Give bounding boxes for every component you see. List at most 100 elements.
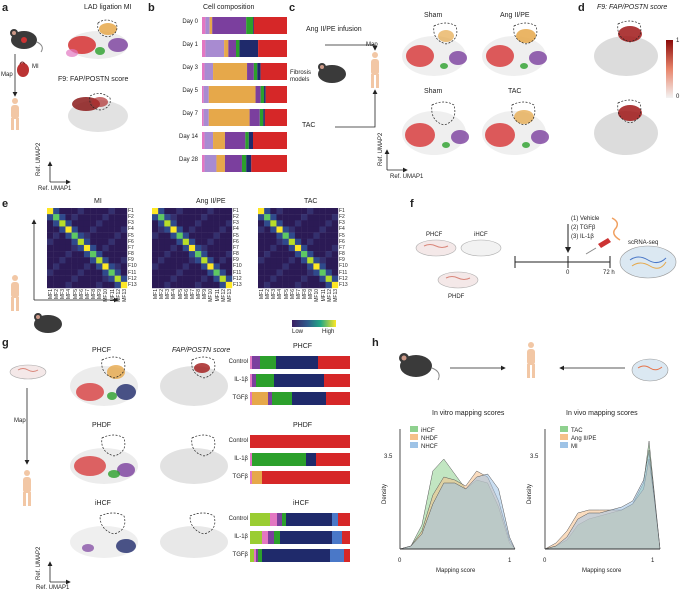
heatmap-cell <box>225 251 233 258</box>
heatmap-cell <box>96 257 103 264</box>
heatmap-cell <box>276 275 283 283</box>
heatmap-cell <box>59 244 66 252</box>
phdf-composition-chart <box>250 435 350 484</box>
heatmap-cell <box>319 220 326 227</box>
heatmap-cell <box>225 214 233 221</box>
heatmap-cell <box>195 281 202 289</box>
heatmap-cell <box>108 238 115 246</box>
heatmap-cell <box>96 232 103 239</box>
heatmap-cell <box>114 269 122 276</box>
heatmap-cell <box>47 257 54 264</box>
heatmap-cell <box>164 269 171 276</box>
panel-label-e: e <box>2 198 9 210</box>
heatmap-cell <box>47 251 54 258</box>
heatmap-cell <box>331 244 339 252</box>
heatmap-cell <box>213 269 220 276</box>
heatmap-cell <box>264 281 271 289</box>
heatmap-cell <box>83 232 91 239</box>
bar-segment <box>205 17 210 34</box>
heatmap-cell <box>282 238 289 246</box>
bar-segment <box>264 109 287 126</box>
bar-segment <box>250 549 254 562</box>
heatmap-cell <box>77 275 85 283</box>
heatmap-cell <box>71 238 78 246</box>
heatmap-cell <box>213 251 220 258</box>
bar-segment <box>252 374 256 387</box>
heatmap-cell <box>313 281 320 289</box>
heatmap-cell <box>319 208 326 215</box>
heatmap-cell <box>176 220 183 227</box>
heatmap-cell <box>114 275 122 283</box>
bar-segment <box>282 513 286 526</box>
heatmap-mi <box>47 208 128 289</box>
umap-phdf <box>70 434 138 484</box>
heatmap-cell <box>182 220 190 227</box>
bar-segment <box>202 155 205 172</box>
heatmap-row-label: F11 <box>339 269 348 276</box>
heatmap-cell <box>225 220 233 227</box>
heatmap-cell <box>294 226 302 233</box>
heatmap-cell <box>176 232 183 239</box>
bar-segment <box>316 453 350 466</box>
heatmap-row-label: F11 <box>233 269 242 276</box>
bar-segment <box>228 40 236 57</box>
heatmap-cell <box>270 208 277 215</box>
heatmap-cell <box>90 281 97 289</box>
heatmap-cell <box>270 269 277 276</box>
heatmap-cell <box>152 275 159 283</box>
heatmap-cell <box>270 232 277 239</box>
heatmap-cell <box>152 269 159 276</box>
bar-segment <box>258 549 262 562</box>
heatmap-cell <box>188 263 196 270</box>
bar-segment <box>318 356 350 369</box>
heatmap-cell <box>225 232 233 239</box>
panel-c-angii-infusion: Ang II/PE infusion <box>306 26 362 33</box>
heatmap-cell <box>170 226 177 233</box>
heatmap-cell <box>83 244 91 252</box>
heatmap-angii <box>152 208 233 289</box>
heatmap-cell <box>71 220 78 227</box>
heatmap-cell <box>188 269 196 276</box>
heatmap-cell <box>188 220 196 227</box>
bar-segment <box>203 109 209 126</box>
heatmap-cell <box>53 275 60 283</box>
heatmap-cell <box>331 281 339 289</box>
legend-label: Ang II/PE <box>571 436 597 442</box>
heatmap-row-label: F2 <box>339 214 345 221</box>
heatmap-cell <box>225 275 233 283</box>
heatmap-cell <box>201 263 208 270</box>
heatmap-cell <box>152 244 159 252</box>
heatmap-cell <box>201 238 208 246</box>
panel-c-tac-bottom: TAC <box>508 88 522 95</box>
panel-c-tac: TAC <box>302 122 316 129</box>
heatmap-cell <box>276 269 283 276</box>
h-right-title: In vivo mapping scores <box>566 410 638 417</box>
heatmap-cell <box>307 263 314 270</box>
panel-a-map-label: Map <box>1 72 13 78</box>
heatmap-cell <box>319 244 326 252</box>
heatmap-cell <box>207 208 214 215</box>
heatmap-row-label: F2 <box>128 214 134 221</box>
human-icon <box>371 52 379 88</box>
heatmap-cell <box>325 208 333 215</box>
legend-entry: NHDF <box>410 434 438 443</box>
phdf-label: PHDF <box>448 294 465 300</box>
phcf-composition-chart <box>250 356 350 405</box>
heatmap-title-tac: TAC <box>304 198 318 205</box>
panel-c-fibrosis-models: Fibrosis models <box>290 70 312 83</box>
g-map-label: Map <box>14 418 26 424</box>
heatmap-cell <box>170 269 177 276</box>
bar-segment <box>252 392 268 405</box>
heatmap-cell <box>83 269 91 276</box>
heatmap-cell <box>201 257 208 264</box>
bar-segment <box>274 531 280 544</box>
heatmap-cell <box>59 281 66 289</box>
heatmap-cell <box>288 257 296 264</box>
heatmap-cell <box>152 263 159 270</box>
bar-segment <box>247 63 254 80</box>
umap-mi-score <box>68 93 128 132</box>
time-0: 0 <box>566 270 570 276</box>
heatmap-cell <box>258 232 265 239</box>
heatmap-cell <box>282 226 289 233</box>
heatmap-cell <box>282 275 289 283</box>
